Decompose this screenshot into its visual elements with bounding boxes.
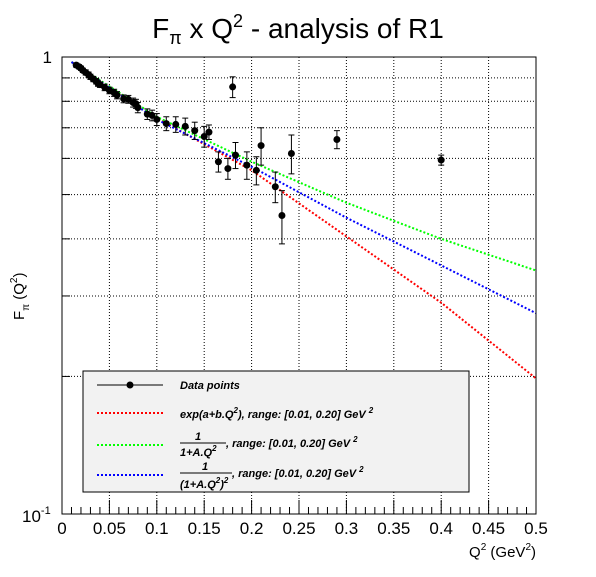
x-tick-label: 0.1	[145, 519, 169, 538]
data-point	[214, 158, 222, 166]
x-ticks: 0 0.05 0.1 0.15 0.2 0.25 0.3 0.35 0.4 0.45 0.5	[57, 500, 548, 538]
data-point	[278, 211, 286, 219]
legend-entry-exp: exp(a+b.Q2), range: [0.01, 0.20] GeV 2	[97, 406, 374, 421]
data-point	[287, 149, 295, 157]
x-tick-label: 0.4	[429, 519, 453, 538]
svg-text:, range: [0.01, 0.20] GeV 2: , range: [0.01, 0.20] GeV 2	[231, 465, 364, 480]
svg-text:1: 1	[195, 431, 201, 443]
data-point	[134, 104, 142, 112]
svg-text:, range: [0.01, 0.20] GeV 2: , range: [0.01, 0.20] GeV 2	[225, 435, 358, 450]
fit-curves	[70, 61, 537, 380]
y-tick-label-0-1: 10-1	[22, 505, 51, 526]
data-point	[252, 166, 260, 174]
data-point	[181, 122, 189, 130]
x-tick-label: 0.45	[472, 519, 505, 538]
data-point	[153, 115, 161, 123]
svg-text:1+A.Q2: 1+A.Q2	[180, 444, 217, 459]
x-tick-label: 0.25	[282, 519, 315, 538]
x-tick-label: 0.15	[188, 519, 221, 538]
data-point	[162, 120, 170, 128]
svg-text:exp(a+b.Q2), range: [0.01, 0.2: exp(a+b.Q2), range: [0.01, 0.20] GeV 2	[180, 406, 374, 421]
x-tick-label: 0	[57, 519, 66, 538]
data-point	[113, 91, 121, 99]
data-point	[231, 151, 239, 159]
x-tick-label: 0.05	[93, 519, 126, 538]
legend-box	[82, 370, 470, 493]
data-point	[200, 132, 208, 140]
fit-curve	[70, 61, 537, 272]
data-point	[191, 127, 199, 135]
x-tick-label: 0.5	[524, 519, 548, 538]
chart-title: Fπ x Q2 - analysis of R1	[152, 11, 444, 48]
data-point	[437, 156, 445, 164]
data-point	[271, 183, 279, 191]
x-axis-label: Q2 (GeV2)	[469, 542, 536, 561]
legend-entry-green: 1 1+A.Q2 , range: [0.01, 0.20] GeV 2	[97, 431, 358, 459]
legend-entry-blue: 1 (1+A.Q2)2 , range: [0.01, 0.20] GeV 2	[97, 461, 364, 491]
svg-text:Data points: Data points	[180, 380, 240, 392]
fit-curve	[70, 61, 537, 315]
data-point	[333, 135, 341, 143]
data-point	[205, 128, 213, 136]
x-tick-label: 0.3	[335, 519, 359, 538]
data-point	[229, 83, 237, 91]
data-point	[257, 142, 265, 150]
data-point	[172, 120, 180, 128]
data-points	[72, 61, 445, 245]
data-point	[243, 161, 251, 169]
y-ticks	[62, 77, 70, 377]
svg-text:(1+A.Q2)2: (1+A.Q2)2	[180, 476, 229, 491]
data-point	[224, 165, 232, 173]
y-tick-label-1: 1	[43, 48, 52, 67]
legend-entry-data: Data points	[97, 380, 240, 392]
x-tick-label: 0.2	[240, 519, 264, 538]
svg-text:1: 1	[202, 461, 208, 473]
legend: Data points exp(a+b.Q2), range: [0.01, 0…	[82, 370, 470, 493]
y-axis-label: Fπ (Q2)	[9, 273, 32, 320]
x-tick-label: 0.35	[377, 519, 410, 538]
